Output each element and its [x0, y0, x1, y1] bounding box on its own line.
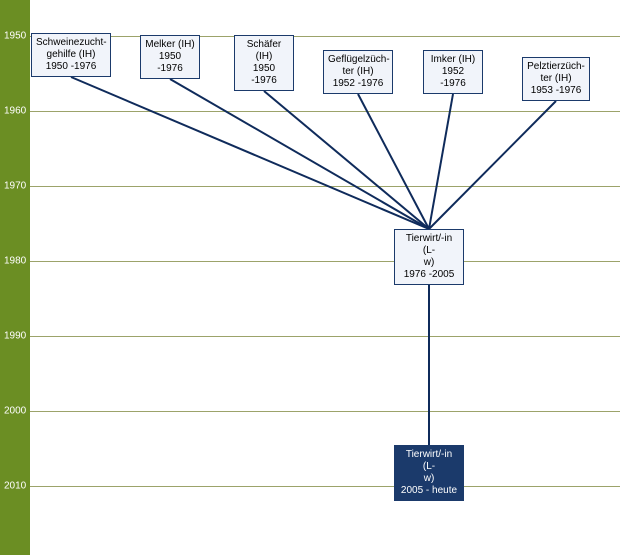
edge: [429, 101, 556, 229]
year-label: 1990: [4, 331, 26, 342]
gridline: [30, 411, 620, 412]
node-line1: Geflügelzüch-: [328, 54, 388, 66]
gridline: [30, 36, 620, 37]
node-line1: Schäfer (IH): [239, 39, 289, 63]
node-line3: 1952 -1976: [328, 78, 388, 90]
year-label: 2010: [4, 481, 26, 492]
node-line3: 1950 -1976: [36, 61, 106, 73]
edge: [429, 94, 453, 229]
year-label: 1970: [4, 181, 26, 192]
gridline: [30, 111, 620, 112]
node-line1: Pelztierzüch-: [527, 61, 585, 73]
year-label: 2000: [4, 406, 26, 417]
node-line1: Tierwirt/-in (L-: [399, 449, 459, 473]
node-line1: Melker (IH): [145, 39, 195, 51]
gridline: [30, 486, 620, 487]
gridline: [30, 261, 620, 262]
node-line2: gehilfe (IH): [36, 49, 106, 61]
node-line2: 1950 -1976: [239, 63, 289, 87]
year-label: 1950: [4, 31, 26, 42]
node-line1: Imker (IH): [428, 54, 478, 66]
edge: [358, 94, 429, 229]
node-line2: w): [399, 473, 459, 485]
edge: [71, 77, 429, 229]
node-line3: 2005 - heute: [399, 485, 459, 497]
node-line1: Tierwirt/-in (L-: [399, 233, 459, 257]
gridline: [30, 186, 620, 187]
node-line2: 1950 -1976: [145, 51, 195, 75]
node-schweine[interactable]: Schweinezucht-gehilfe (IH)1950 -1976: [31, 33, 111, 77]
node-line2: ter (IH): [328, 66, 388, 78]
node-gefluegel[interactable]: Geflügelzüch-ter (IH)1952 -1976: [323, 50, 393, 94]
node-melker[interactable]: Melker (IH)1950 -1976: [140, 35, 200, 79]
node-line2: 1952 -1976: [428, 66, 478, 90]
node-line2: w): [399, 257, 459, 269]
year-label: 1960: [4, 106, 26, 117]
node-line3: 1953 -1976: [527, 85, 585, 97]
node-line1: Schweinezucht-: [36, 37, 106, 49]
node-tierwirt2[interactable]: Tierwirt/-in (L-w)2005 - heute: [394, 445, 464, 501]
node-line2: ter (IH): [527, 73, 585, 85]
node-pelz[interactable]: Pelztierzüch-ter (IH)1953 -1976: [522, 57, 590, 101]
year-axis: [0, 0, 30, 555]
node-imker[interactable]: Imker (IH)1952 -1976: [423, 50, 483, 94]
node-line3: 1976 -2005: [399, 269, 459, 281]
edge: [170, 79, 429, 229]
node-schaefer[interactable]: Schäfer (IH)1950 -1976: [234, 35, 294, 91]
year-label: 1980: [4, 256, 26, 267]
gridline: [30, 336, 620, 337]
node-tierwirt1[interactable]: Tierwirt/-in (L-w)1976 -2005: [394, 229, 464, 285]
